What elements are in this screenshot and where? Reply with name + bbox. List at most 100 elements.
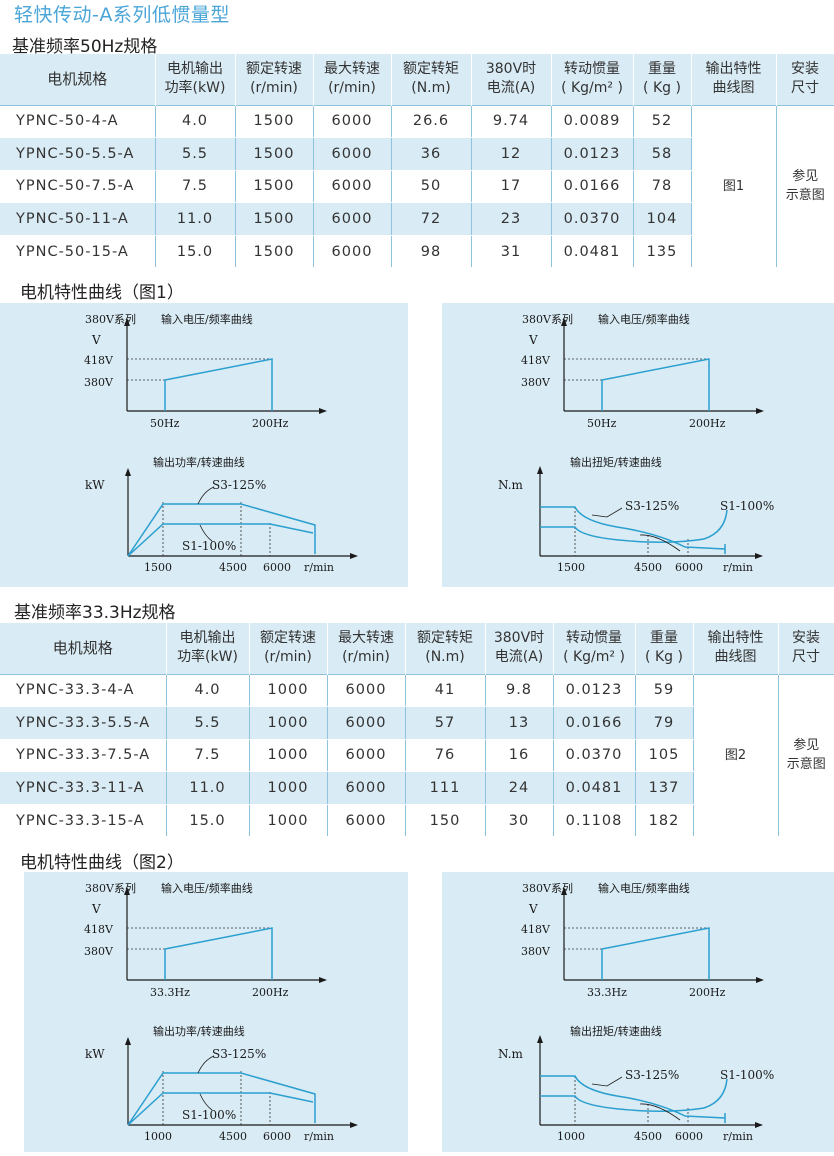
- header-line: 最大转速: [316, 60, 389, 79]
- speed-max-tick: 6000: [263, 561, 291, 574]
- header-line: 最大转速: [330, 629, 403, 648]
- table-cell: 6000: [313, 203, 391, 236]
- table-cell: 0.0481: [553, 772, 635, 805]
- header-model: 电机规格: [0, 623, 166, 674]
- vf-chart-title: 输入电压/频率曲线: [598, 881, 690, 895]
- v-axis-label: V: [528, 902, 538, 916]
- f-max-tick: 200Hz: [689, 986, 726, 999]
- table-cell: 6000: [327, 739, 405, 772]
- v-axis-label: V: [91, 333, 101, 347]
- table-cell: 6000: [327, 674, 405, 707]
- table-cell: YPNC-50-7.5-A: [0, 170, 155, 203]
- kw-axis-label: kW: [85, 1047, 105, 1061]
- table-cell: 36: [391, 138, 471, 171]
- table-cell: 98: [391, 235, 471, 268]
- header-curve: 输出特性曲线图: [691, 54, 776, 105]
- speed-unit-label: r/min: [304, 1130, 334, 1143]
- table-cell: 11.0: [166, 772, 249, 805]
- vf-curve: [602, 928, 709, 980]
- s3-leader: [592, 1077, 622, 1086]
- speed-unit-label: r/min: [304, 561, 334, 574]
- table-cell: 1000: [249, 772, 327, 805]
- table-cell: 0.0123: [553, 674, 635, 707]
- table-cell: 1500: [235, 203, 313, 236]
- table-cell: 50: [391, 170, 471, 203]
- header-line: 重量: [636, 60, 689, 79]
- table-cell: 1000: [249, 674, 327, 707]
- header-line: ( Kg ): [638, 648, 691, 667]
- vf-curve: [602, 359, 709, 411]
- header-current: 380V时电流(A): [485, 623, 553, 674]
- header-line: ( Kg/m² ): [556, 648, 633, 667]
- speed-max-tick: 6000: [263, 1130, 291, 1143]
- vf-chart-title: 输入电压/频率曲线: [161, 881, 253, 895]
- table-cell: 79: [635, 707, 693, 740]
- speed-base-tick: 1000: [144, 1130, 172, 1143]
- header-max-speed: 最大转速(r/min): [313, 54, 391, 105]
- header-line: 380V时: [474, 60, 549, 79]
- table-cell: 72: [391, 203, 471, 236]
- speed-mid-tick: 4500: [634, 1130, 662, 1143]
- header-current: 380V时电流(A): [471, 54, 551, 105]
- header-inertia: 转动惯量( Kg/m² ): [551, 54, 633, 105]
- table-cell: 6000: [327, 804, 405, 837]
- speed-mid-tick: 4500: [219, 1130, 247, 1143]
- header-line: (N.m): [408, 648, 483, 667]
- vf-chart-title: 输入电压/频率曲线: [161, 312, 253, 326]
- torque-chart-title: 输出扭矩/转速曲线: [570, 1024, 662, 1038]
- table-cell: 76: [405, 739, 485, 772]
- vf-curve: [165, 928, 272, 980]
- f-base-tick: 50Hz: [587, 417, 617, 430]
- table-cell: 0.0481: [551, 235, 633, 268]
- mount-ref-cell: 参见示意图: [778, 674, 834, 837]
- table-cell: 57: [405, 707, 485, 740]
- v-axis-label: V: [528, 333, 538, 347]
- table-cell: YPNC-33.3-11-A: [0, 772, 166, 805]
- table-cell: 15.0: [166, 804, 249, 837]
- nm-axis-label: N.m: [498, 478, 524, 492]
- table-cell: 137: [635, 772, 693, 805]
- table-cell: 0.0370: [551, 203, 633, 236]
- table-cell: 31: [471, 235, 551, 268]
- table-cell: 6000: [327, 772, 405, 805]
- v-axis-label: V: [91, 902, 101, 916]
- speed-unit-label: r/min: [723, 1130, 753, 1143]
- v-high-tick: 418V: [84, 923, 114, 936]
- header-mount: 安装尺寸: [778, 623, 834, 674]
- header-line: 安装: [781, 629, 832, 648]
- vf-x-arrow: [319, 408, 327, 414]
- table-cell: 6000: [313, 235, 391, 268]
- header-model: 电机规格: [0, 54, 155, 105]
- table-cell: 41: [405, 674, 485, 707]
- table-cell: 7.5: [166, 739, 249, 772]
- curve-ref-cell: 图1: [691, 105, 776, 268]
- table-cell: 4.0: [155, 105, 235, 138]
- s3-label: S3-125%: [212, 1047, 266, 1061]
- mount-ref-line: 参见: [777, 167, 834, 186]
- header-line: 尺寸: [781, 648, 832, 667]
- header-line: 输出特性: [694, 60, 774, 79]
- vf-x-arrow: [756, 977, 764, 983]
- v-low-tick: 380V: [521, 945, 551, 958]
- curve-ref-cell: 图2: [693, 674, 778, 837]
- table-cell: 30: [485, 804, 553, 837]
- table-cell: 78: [633, 170, 691, 203]
- table-cell: 12: [471, 138, 551, 171]
- table-cell: YPNC-50-4-A: [0, 105, 155, 138]
- table-cell: 6000: [327, 707, 405, 740]
- speed-mid-tick: 4500: [634, 561, 662, 574]
- table-cell: 135: [633, 235, 691, 268]
- table-cell: 26.6: [391, 105, 471, 138]
- f-base-tick: 33.3Hz: [587, 986, 627, 999]
- vf-curve: [165, 359, 272, 411]
- f-max-tick: 200Hz: [252, 417, 289, 430]
- speed-base-tick: 1000: [557, 1130, 585, 1143]
- table-cell: YPNC-33.3-7.5-A: [0, 739, 166, 772]
- table-cell: 0.0123: [551, 138, 633, 171]
- header-line: 额定转矩: [394, 60, 469, 79]
- power-y-arrow: [125, 468, 131, 476]
